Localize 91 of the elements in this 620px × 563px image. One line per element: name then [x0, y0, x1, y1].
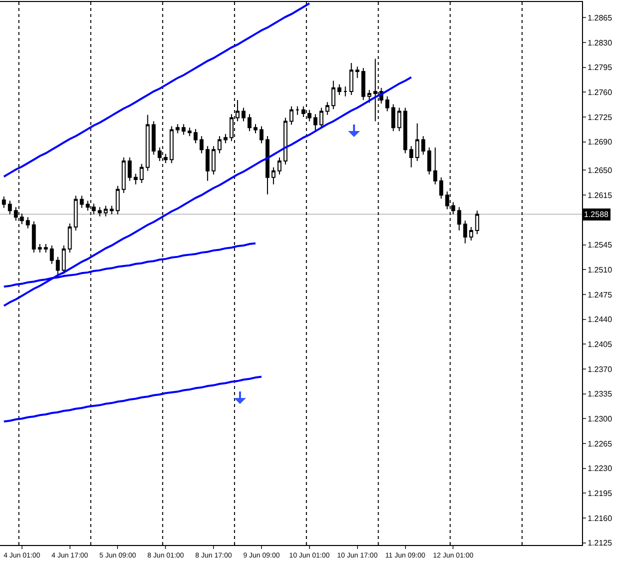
candlestick [62, 244, 66, 274]
candlestick [128, 156, 132, 182]
candlestick [475, 210, 480, 235]
candlestick [331, 80, 336, 110]
y-tick-label: 1.2195 [588, 488, 613, 498]
candlestick [98, 206, 102, 217]
y-tick-label: 1.2370 [588, 364, 613, 374]
candlestick [361, 68, 366, 100]
candlestick [283, 117, 288, 166]
y-tick-label: 1.2160 [588, 514, 613, 523]
candlestick [50, 244, 54, 264]
candlestick [403, 107, 408, 154]
candlestick [224, 134, 228, 144]
candlestick [260, 126, 264, 144]
candlestick [104, 205, 108, 217]
candlestick [415, 122, 420, 162]
y-tick-label: 1.2510 [588, 265, 613, 274]
candlestick [200, 136, 204, 154]
y-tick-label: 1.2865 [588, 13, 613, 22]
candlestick [212, 146, 216, 175]
candlestick [32, 220, 36, 254]
candlestick [242, 107, 246, 122]
candlestick [337, 84, 342, 96]
candlestick [427, 147, 432, 175]
candlestick [74, 195, 78, 232]
candlestick [409, 146, 414, 168]
y-tick-label: 1.2545 [588, 240, 613, 250]
candlestick [8, 200, 12, 215]
candlestick [122, 156, 126, 194]
y-tick-label: 1.2265 [588, 439, 613, 448]
candlestick [272, 166, 276, 185]
y-tick-label: 1.2405 [588, 340, 613, 349]
candlestick [188, 127, 192, 137]
candlestick [254, 124, 258, 134]
candlestick [146, 114, 150, 172]
line-series [2, 76, 412, 307]
candlestick [116, 185, 120, 215]
y-tick-label: 1.2760 [588, 88, 613, 97]
y-tick-label: 1.2615 [588, 190, 613, 200]
candlestick [385, 96, 390, 112]
candlestick [176, 124, 180, 134]
candlestick [80, 195, 84, 208]
candlestick [319, 107, 324, 129]
candlestick [206, 146, 210, 182]
y-tick-label: 1.2725 [588, 112, 613, 122]
candlestick [266, 136, 270, 195]
candlestick [170, 126, 174, 164]
y-tick-label: 1.2795 [588, 63, 613, 72]
candlestick [439, 176, 444, 200]
ref-line-label: 1.2588 [584, 210, 610, 219]
y-tick-label: 1.2650 [588, 166, 613, 176]
y-tick-label: 1.2125 [588, 538, 613, 548]
candlestick [110, 205, 114, 215]
y-tick-label: 1.2300 [588, 414, 613, 424]
candlestick [295, 106, 300, 116]
candlestick [397, 107, 402, 132]
candlestick [26, 216, 30, 229]
candlestick [469, 226, 474, 241]
candlestick [38, 244, 42, 254]
candlestick [68, 222, 72, 254]
y-tick-label: 1.2830 [588, 38, 613, 48]
y-tick-label: 1.2690 [588, 138, 613, 147]
line-series [2, 2, 310, 178]
candlestick [194, 128, 198, 144]
candlestick [2, 196, 6, 208]
candlestick [367, 90, 372, 104]
candlestick [44, 244, 48, 254]
candlestick [457, 206, 462, 232]
candlestick [134, 173, 138, 185]
line-series [2, 376, 262, 422]
candlestick [325, 102, 330, 116]
candlestick [421, 136, 426, 156]
candlestick [391, 104, 396, 132]
candlestick [289, 106, 294, 126]
candlestick [182, 124, 186, 136]
candlestick [278, 156, 282, 175]
candlestick [152, 120, 156, 156]
y-tick-label: 1.2475 [588, 290, 613, 300]
candlestick [433, 147, 438, 185]
candlestick [313, 114, 318, 132]
y-tick-label: 1.2335 [588, 390, 613, 399]
y-tick-label: 1.2230 [588, 464, 613, 474]
y-tick-label: 1.2440 [588, 315, 613, 324]
candlestick [56, 256, 60, 278]
candlestick [140, 163, 144, 184]
candlestick [355, 66, 360, 78]
candlestick [349, 62, 354, 96]
candlestick [463, 220, 468, 244]
candlestick [343, 86, 348, 97]
candlestick [218, 136, 222, 154]
candlestick [248, 114, 252, 132]
